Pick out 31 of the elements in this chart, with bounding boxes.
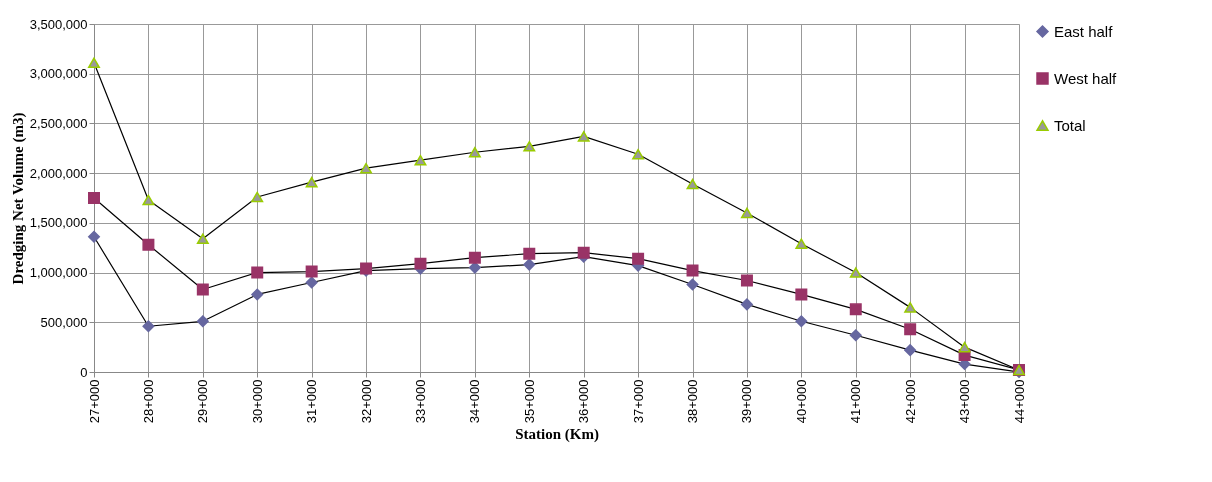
y-tick-label: 2,000,000	[29, 165, 88, 181]
y-tick-label: 1,500,000	[29, 215, 88, 231]
x-tick-label: 36+000	[576, 379, 592, 424]
y-tick-label: 1,000,000	[29, 265, 88, 281]
y-tick-label: 500,000	[40, 314, 88, 330]
x-tick-label: 30+000	[249, 379, 265, 424]
y-tick-label: 0	[80, 364, 88, 380]
x-tick-label: 38+000	[685, 379, 701, 424]
legend-label: Total	[1054, 116, 1086, 134]
x-tick-label: 28+000	[140, 379, 156, 424]
x-tick-label: 42+000	[902, 379, 918, 424]
x-tick-label: 39+000	[739, 379, 755, 424]
y-tick-label: 3,000,000	[29, 66, 88, 82]
x-tick-label: 33+000	[412, 379, 428, 424]
x-tick-label: 35+000	[521, 379, 537, 424]
x-tick-label: 31+000	[304, 379, 320, 424]
x-tick-label: 32+000	[358, 379, 374, 424]
y-tick-label: 3,500,000	[29, 16, 88, 32]
legend-label: West half	[1054, 69, 1118, 87]
x-tick-label: 43+000	[957, 379, 973, 424]
x-tick-label: 44+000	[1011, 379, 1027, 424]
x-tick-label: 40+000	[793, 379, 809, 424]
x-tick-label: 34+000	[467, 379, 483, 424]
y-axis-title: Dredging Net Volume (m3)	[9, 112, 27, 285]
legend-label: East half	[1054, 22, 1114, 40]
x-tick-label: 37+000	[630, 379, 646, 424]
x-tick-label: 41+000	[848, 379, 864, 424]
x-axis-title: Station (Km)	[515, 426, 599, 444]
x-tick-label: 27+000	[86, 379, 102, 424]
y-tick-label: 2,500,000	[29, 115, 88, 131]
x-tick-label: 29+000	[195, 379, 211, 424]
